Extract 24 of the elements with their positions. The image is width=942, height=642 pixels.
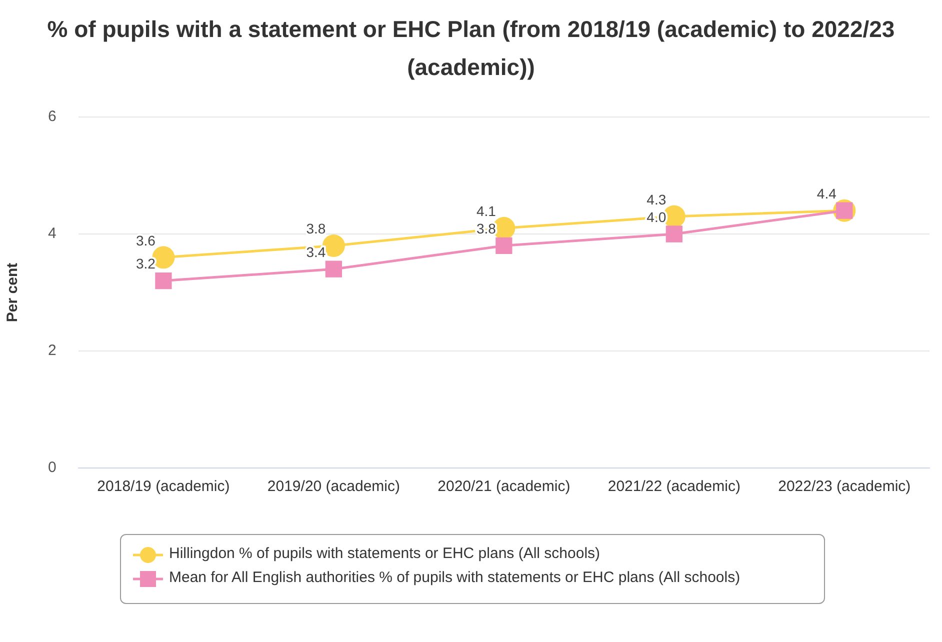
- chart-title: % of pupils with a statement or EHC Plan (from 2018/19 (academic) to 2022/23 (academic)): [46, 15, 896, 82]
- point: [325, 260, 342, 278]
- data-label: 3.4: [306, 244, 326, 260]
- y-axis-title: Per cent: [4, 262, 22, 322]
- data-label: 4.1: [476, 203, 496, 220]
- x-tick-label: 2020/21 (academic): [438, 478, 570, 496]
- point: [666, 226, 682, 242]
- data-label: 3.8: [306, 220, 326, 237]
- x-tick-label: 2018/19 (academic): [97, 478, 230, 496]
- data-label: 3.6: [136, 232, 156, 248]
- data-label: 4.3: [646, 191, 666, 208]
- y-tick-label: 0: [48, 459, 56, 476]
- y-tick-label: 4: [48, 225, 56, 242]
- x-tick-label: 2022/23 (academic): [778, 478, 911, 496]
- point: [155, 272, 172, 290]
- x-tick-label: 2019/20 (academic): [267, 478, 400, 496]
- x-tick-label: 2021/22 (academic): [608, 478, 740, 496]
- y-tick-label: 6: [48, 108, 56, 126]
- point: [496, 237, 512, 254]
- y-tick-label: 2: [48, 342, 56, 360]
- data-label: 3.2: [136, 256, 156, 272]
- data-label: 4.4: [816, 185, 837, 202]
- legend-label: Mean for All English authorities % of pupils with statements or EHC plans (All schools): [169, 569, 740, 586]
- legend-label: Hillingdon % of pupils with statements or EHC plans (All schools): [169, 545, 600, 562]
